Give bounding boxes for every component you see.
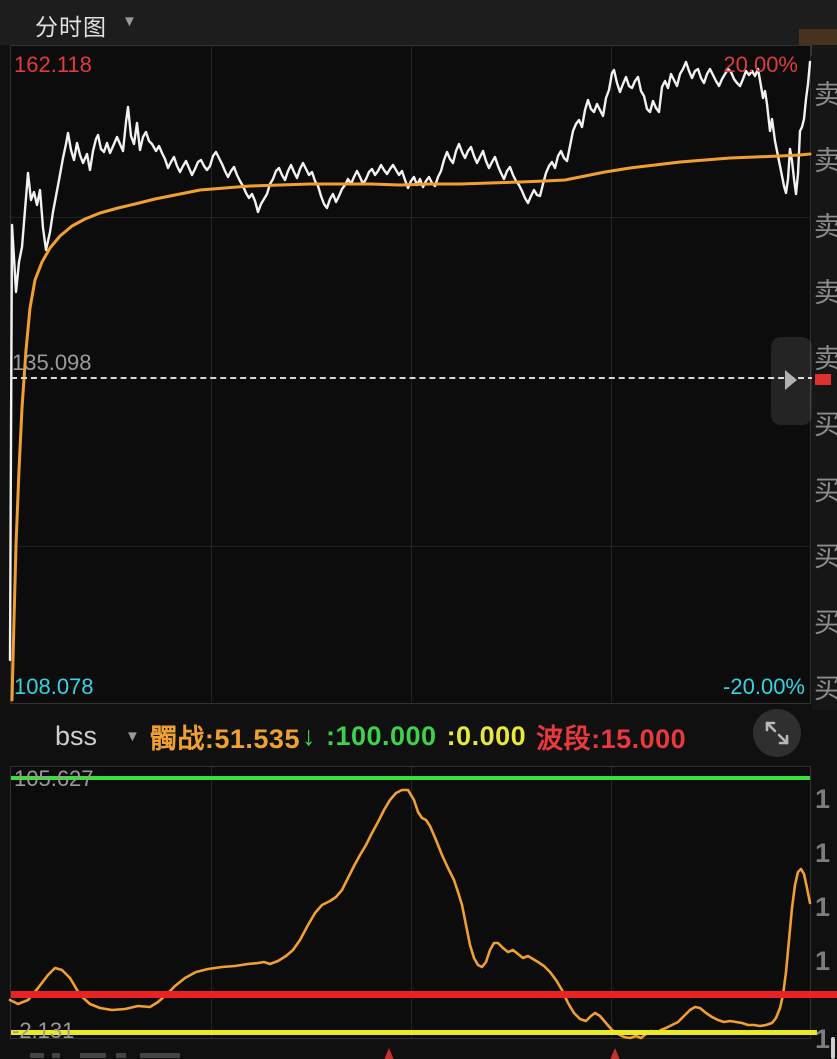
indicator-value-band: 波段:15.000 (536, 723, 687, 754)
prev-close-dashed-line (11, 377, 814, 379)
gridline (411, 46, 412, 703)
sell-level-label: 卖 (814, 344, 837, 374)
indicator-value-main: 髑战:51.535 (149, 723, 300, 754)
buy-level-label: 买 (814, 476, 837, 506)
sell-level-label: 卖 (814, 212, 837, 242)
chevron-down-icon[interactable]: ▼ (125, 727, 140, 745)
bss-band-ref-line (11, 991, 837, 998)
pct-low-label: -20.00% (723, 674, 805, 699)
expand-arrows-icon (765, 721, 789, 745)
chevron-right-icon (785, 370, 797, 390)
down-arrow-icon: ↓ (301, 720, 316, 751)
expand-button[interactable] (753, 709, 801, 757)
gridline (11, 546, 810, 547)
indicator-value-upper: :100.000 (325, 720, 437, 751)
prev-close-label: 135.098 (12, 350, 92, 375)
buy-level-label: 买 (814, 608, 837, 638)
scrollbar-thumb[interactable] (831, 1037, 835, 1059)
sell-level-label: 卖 (814, 80, 837, 110)
price-high-label: 162.118 (14, 52, 92, 77)
chevron-down-icon[interactable]: ▼ (122, 13, 137, 30)
bss-zero-ref-line (11, 1030, 817, 1035)
sell-level-label: 卖 (814, 278, 837, 308)
price-low-label: 108.078 (14, 674, 94, 699)
order-book-drawer-handle[interactable] (771, 337, 812, 425)
gridline (611, 46, 612, 703)
pct-high-label: 20.00% (723, 52, 798, 77)
indicator-value-zero: :0.000 (446, 720, 527, 751)
indicator-name[interactable]: bss (55, 720, 98, 751)
clipped-red-tick (384, 1048, 394, 1059)
clipped-text-fragment (116, 1053, 126, 1058)
clipped-axis-digit: 1 (815, 784, 831, 814)
clipped-axis-digit: 1 (815, 838, 831, 868)
clipped-red-tick (610, 1048, 620, 1059)
clipped-axis-digit: 1 (815, 1024, 831, 1054)
current-price-marker (815, 374, 831, 385)
gridline (211, 46, 212, 703)
bss-chart-panel[interactable] (10, 766, 811, 1039)
header-bar: 分时图 ▼ (0, 0, 837, 45)
bss-upper-label: 105.627 (14, 766, 94, 791)
clipped-axis-digit: 1 (815, 946, 831, 976)
buy-level-label: 买 (814, 674, 837, 704)
bss-lower-label: -2.131 (12, 1018, 75, 1043)
sell-level-label: 卖 (814, 146, 837, 176)
clipped-axis-digit: 1 (815, 892, 831, 922)
clipped-text-fragment (52, 1053, 60, 1058)
bss-upper-ref-line (11, 776, 810, 780)
buy-level-label: 买 (814, 542, 837, 572)
minute-chart-panel[interactable] (10, 45, 811, 704)
clipped-text-fragment (80, 1053, 106, 1058)
clipped-text-fragment (30, 1053, 44, 1058)
indicator-bar: bss ▼ 髑战:51.535 ↓ :100.000 :0.000 波段:15.… (0, 708, 837, 764)
buy-level-label: 买 (814, 410, 837, 440)
page-title[interactable]: 分时图 (35, 14, 107, 40)
clipped-text-fragment (140, 1053, 180, 1058)
gridline (11, 217, 810, 218)
